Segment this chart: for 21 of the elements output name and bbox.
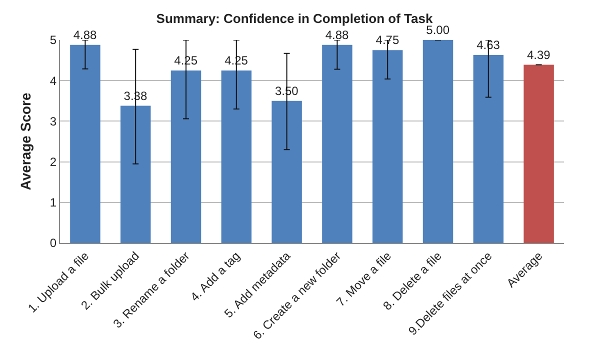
bar bbox=[120, 106, 151, 243]
bar bbox=[221, 70, 252, 243]
y-tick-label: 1 bbox=[50, 196, 57, 210]
bar bbox=[272, 100, 302, 243]
data-label: 4.39 bbox=[526, 48, 551, 62]
bar bbox=[422, 40, 454, 243]
data-label: 4.88 bbox=[73, 28, 98, 42]
bar bbox=[322, 44, 352, 243]
y-tick-label: 4 bbox=[50, 74, 57, 88]
y-tick-label: 2 bbox=[50, 155, 57, 169]
bar bbox=[524, 64, 554, 243]
bar bbox=[70, 44, 100, 243]
bar bbox=[372, 50, 403, 243]
y-axis-title: Average Score bbox=[18, 92, 34, 190]
data-label: 4.75 bbox=[376, 33, 400, 48]
bar bbox=[170, 70, 202, 243]
bar bbox=[473, 55, 504, 243]
y-tick-label: 3 bbox=[50, 114, 57, 128]
y-tick-label: 5 bbox=[50, 33, 57, 48]
y-tick-label: 0 bbox=[50, 236, 57, 250]
data-label: 4.88 bbox=[325, 28, 350, 42]
